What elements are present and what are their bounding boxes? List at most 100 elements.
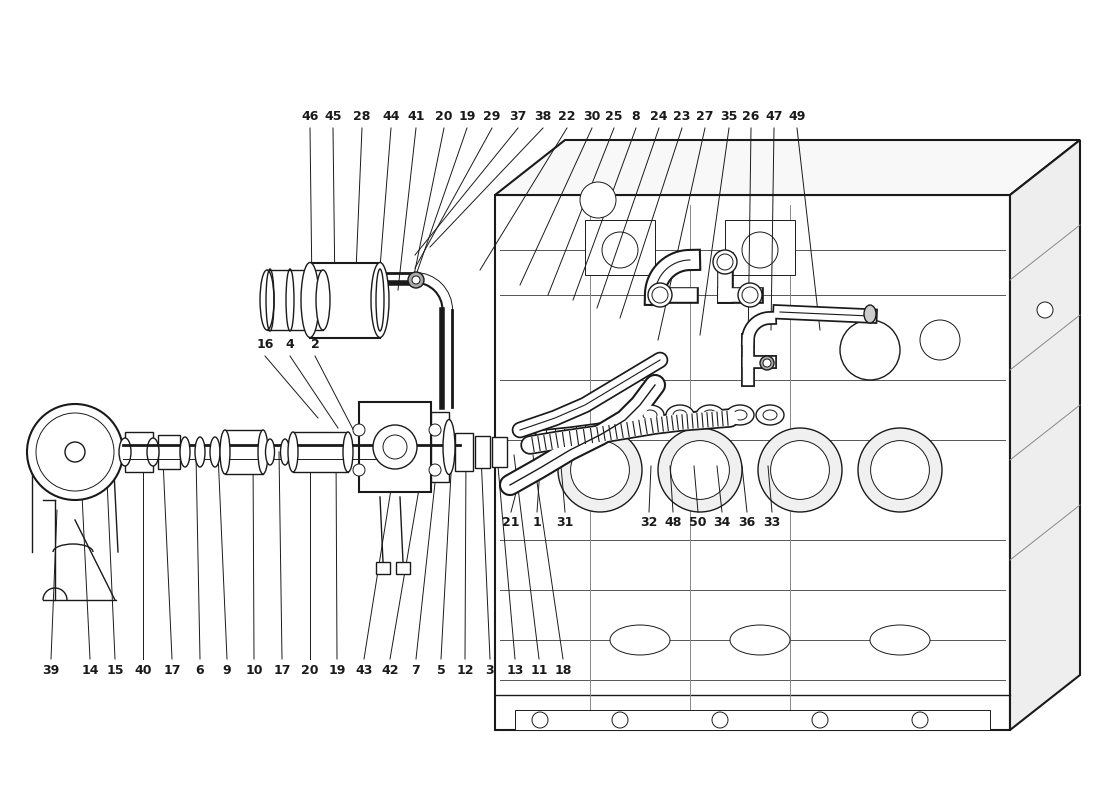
- Ellipse shape: [864, 305, 876, 323]
- Text: 23: 23: [673, 110, 691, 123]
- Circle shape: [412, 276, 420, 284]
- Ellipse shape: [147, 438, 160, 466]
- Circle shape: [429, 464, 441, 476]
- Ellipse shape: [644, 410, 657, 420]
- Ellipse shape: [180, 437, 190, 467]
- Ellipse shape: [119, 438, 131, 466]
- Text: 49: 49: [789, 110, 805, 123]
- Text: 21: 21: [503, 517, 519, 530]
- Circle shape: [36, 413, 114, 491]
- Text: 48: 48: [664, 517, 682, 530]
- Text: 43: 43: [355, 663, 373, 677]
- Ellipse shape: [756, 405, 784, 425]
- Circle shape: [858, 428, 942, 512]
- Text: 9: 9: [222, 663, 231, 677]
- Circle shape: [742, 232, 778, 268]
- Text: 35: 35: [720, 110, 738, 123]
- Text: 25: 25: [605, 110, 623, 123]
- Circle shape: [652, 287, 668, 303]
- Ellipse shape: [696, 405, 724, 425]
- Circle shape: [812, 712, 828, 728]
- Bar: [310, 263, 380, 338]
- Circle shape: [28, 404, 123, 500]
- Ellipse shape: [301, 262, 319, 338]
- Text: 12: 12: [456, 663, 474, 677]
- Bar: [431, 412, 449, 482]
- Circle shape: [671, 441, 729, 499]
- Ellipse shape: [733, 410, 747, 420]
- Bar: [158, 435, 180, 469]
- Ellipse shape: [220, 430, 230, 474]
- Bar: [267, 270, 323, 330]
- Text: 2: 2: [310, 338, 319, 351]
- Circle shape: [580, 182, 616, 218]
- Text: 40: 40: [134, 663, 152, 677]
- Bar: [455, 433, 473, 471]
- Text: 42: 42: [382, 663, 398, 677]
- Ellipse shape: [265, 439, 275, 465]
- Circle shape: [429, 424, 441, 436]
- Bar: [475, 436, 490, 468]
- Circle shape: [717, 254, 733, 270]
- Text: 17: 17: [273, 663, 290, 677]
- Ellipse shape: [610, 625, 670, 655]
- Ellipse shape: [195, 437, 205, 467]
- Text: 5: 5: [437, 663, 446, 677]
- Ellipse shape: [258, 430, 268, 474]
- Circle shape: [532, 712, 548, 728]
- Circle shape: [763, 359, 771, 367]
- Text: 19: 19: [459, 110, 475, 123]
- Text: 30: 30: [583, 110, 601, 123]
- Circle shape: [742, 287, 758, 303]
- Text: 19: 19: [328, 663, 345, 677]
- Circle shape: [738, 283, 762, 307]
- Circle shape: [870, 441, 930, 499]
- Bar: [125, 432, 153, 472]
- Circle shape: [760, 356, 774, 370]
- Polygon shape: [495, 140, 1080, 195]
- Ellipse shape: [288, 432, 298, 472]
- Text: 41: 41: [407, 110, 425, 123]
- Circle shape: [648, 283, 672, 307]
- Bar: [492, 437, 507, 467]
- Text: 24: 24: [650, 110, 668, 123]
- Ellipse shape: [730, 625, 790, 655]
- Circle shape: [912, 712, 928, 728]
- Bar: [585, 220, 654, 275]
- Text: 22: 22: [558, 110, 575, 123]
- Circle shape: [758, 428, 842, 512]
- Ellipse shape: [870, 625, 930, 655]
- Text: 7: 7: [411, 663, 420, 677]
- Text: 34: 34: [713, 517, 730, 530]
- Ellipse shape: [280, 439, 289, 465]
- Text: 6: 6: [196, 663, 205, 677]
- Text: 39: 39: [43, 663, 59, 677]
- Text: 44: 44: [383, 110, 399, 123]
- Ellipse shape: [726, 405, 754, 425]
- Text: 13: 13: [506, 663, 524, 677]
- Text: 26: 26: [742, 110, 760, 123]
- Text: 4: 4: [286, 338, 295, 351]
- Text: 37: 37: [509, 110, 527, 123]
- Bar: [515, 710, 990, 730]
- Polygon shape: [1010, 140, 1080, 730]
- Bar: [359, 402, 431, 492]
- Circle shape: [612, 712, 628, 728]
- Text: 28: 28: [353, 110, 371, 123]
- Ellipse shape: [343, 432, 353, 472]
- Circle shape: [558, 428, 642, 512]
- Text: 14: 14: [81, 663, 99, 677]
- Text: 16: 16: [256, 338, 274, 351]
- Text: 36: 36: [738, 517, 756, 530]
- Circle shape: [1037, 302, 1053, 318]
- Ellipse shape: [666, 405, 694, 425]
- Text: 10: 10: [245, 663, 263, 677]
- Bar: [226, 430, 263, 474]
- Text: 15: 15: [107, 663, 123, 677]
- Text: 8: 8: [631, 110, 640, 123]
- Text: 31: 31: [557, 517, 574, 530]
- Ellipse shape: [443, 419, 455, 474]
- Bar: [396, 562, 410, 574]
- Text: 33: 33: [763, 517, 781, 530]
- Circle shape: [658, 428, 742, 512]
